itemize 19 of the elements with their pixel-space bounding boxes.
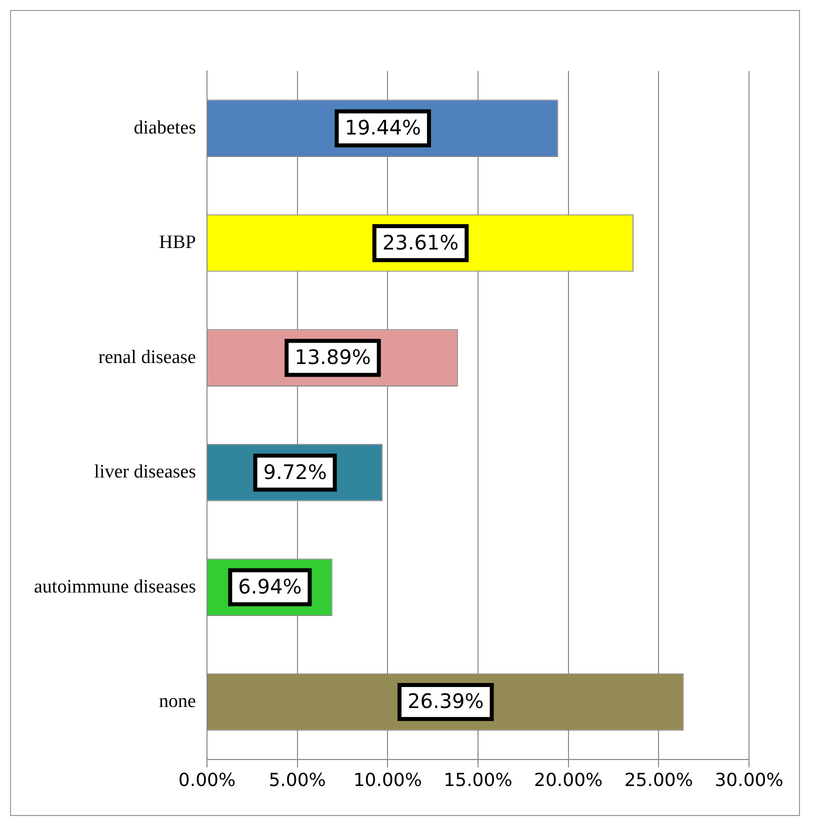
data-label: 6.94% bbox=[238, 574, 302, 599]
data-label: 9.72% bbox=[263, 460, 327, 484]
y-tick-label: autoimmune diseases bbox=[34, 576, 196, 598]
y-tick-label: renal disease bbox=[98, 346, 196, 368]
data-label: 13.89% bbox=[294, 345, 371, 370]
x-tick-label: 30.00% bbox=[714, 770, 784, 791]
x-tick-label: 10.00% bbox=[353, 770, 422, 791]
x-tick-label: 0.00% bbox=[178, 770, 236, 791]
x-tick-label: 20.00% bbox=[534, 770, 603, 791]
x-tick-label: 25.00% bbox=[624, 770, 693, 791]
data-label: 19.44% bbox=[344, 116, 421, 140]
y-tick-label: HBP bbox=[159, 232, 196, 254]
y-tick-label: liver diseases bbox=[94, 462, 196, 483]
y-tick-label: none bbox=[159, 691, 196, 712]
data-label: 23.61% bbox=[382, 230, 459, 254]
x-tick-label: 15.00% bbox=[444, 770, 512, 791]
data-label: 26.39% bbox=[408, 689, 484, 714]
x-tick-label: 5.00% bbox=[268, 770, 326, 791]
y-tick-label: diabetes bbox=[134, 117, 196, 138]
